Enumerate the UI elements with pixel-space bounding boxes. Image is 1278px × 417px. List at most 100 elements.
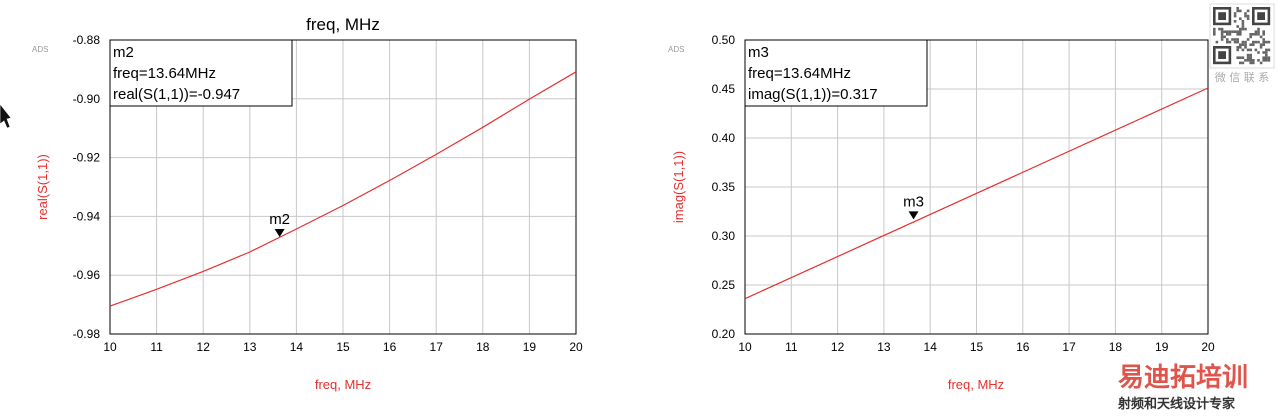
qr-cell xyxy=(1249,61,1252,65)
qr-cell xyxy=(1244,40,1247,44)
plot-frame xyxy=(744,39,1209,335)
qr-cell xyxy=(1252,33,1255,36)
qr-cell xyxy=(1257,30,1260,33)
qr-cell xyxy=(1226,38,1229,41)
qr-cell xyxy=(1249,33,1252,36)
qr-cell xyxy=(1265,48,1268,52)
qr-cell xyxy=(1241,20,1245,23)
marker-readout-freq: freq=13.64MHz xyxy=(748,65,851,82)
marker-readout-name: m3 xyxy=(748,44,769,61)
qr-cell xyxy=(1244,43,1247,46)
qr-cell xyxy=(1244,59,1247,62)
y-axis-label: imag(S(1,1)) xyxy=(671,151,686,223)
marker-readout-value: imag(S(1,1))=0.317 xyxy=(748,86,878,103)
qr-code-watermark: 微 信 联 系 xyxy=(1209,3,1275,84)
y-tick-label: -0.88 xyxy=(73,33,101,47)
marker-readout-value: real(S(1,1))=-0.947 xyxy=(113,86,240,103)
qr-cell xyxy=(1239,61,1242,65)
x-tick-label: 12 xyxy=(831,340,845,354)
qr-cell xyxy=(1228,33,1232,36)
tick-labels: 10 11 12 13 14 15 16 17 18 19 20 0.20 0.25 0.30 0.35 0.… xyxy=(712,33,1215,354)
y-tick-label: -0.92 xyxy=(73,151,101,165)
y-tick-label: 0.20 xyxy=(712,327,736,341)
x-tick-label: 17 xyxy=(430,340,444,354)
x-tick-label: 13 xyxy=(243,340,257,354)
marker-readout-name: m2 xyxy=(113,44,134,61)
qr-cell xyxy=(1233,40,1237,44)
y-tick-label: 0.35 xyxy=(712,180,736,194)
qr-cell xyxy=(1252,40,1255,44)
qr-finder xyxy=(1218,12,1226,20)
x-tick-label: 14 xyxy=(924,340,938,354)
qr-cell xyxy=(1226,30,1229,33)
marker-readout-box: m3 freq=13.64MHz imag(S(1,1))=0.317 xyxy=(744,39,928,107)
qr-cell xyxy=(1236,25,1239,28)
y-tick-label: -0.94 xyxy=(73,209,101,223)
x-tick-label: 15 xyxy=(336,340,350,354)
marker-layer: m3 xyxy=(903,193,924,220)
qr-cell xyxy=(1262,59,1265,62)
qr-cell xyxy=(1236,30,1239,33)
qr-cell xyxy=(1220,27,1224,31)
qr-cell xyxy=(1265,51,1268,54)
qr-cell xyxy=(1223,35,1226,39)
qr-cell xyxy=(1220,30,1224,33)
marker-readout-box: m2 freq=13.64MHz real(S(1,1))=-0.947 xyxy=(109,39,293,107)
marker-triangle-icon[interactable] xyxy=(274,228,285,237)
marker-triangle-icon[interactable] xyxy=(908,211,919,220)
qr-cell xyxy=(1252,59,1255,62)
qr-cell xyxy=(1236,56,1239,59)
qr-cell xyxy=(1239,33,1242,36)
series-layer xyxy=(744,87,1209,300)
qr-cell xyxy=(1257,51,1260,54)
qr-cell xyxy=(1267,59,1271,62)
qr-cell xyxy=(1259,61,1263,65)
x-tick-label: 11 xyxy=(785,340,798,354)
qr-cell xyxy=(1244,27,1247,31)
x-tick-label: 19 xyxy=(523,340,537,354)
qr-cell xyxy=(1254,30,1258,33)
qr-cell xyxy=(1259,43,1263,46)
x-tick-label: 18 xyxy=(1109,340,1123,354)
qr-cell xyxy=(1265,56,1268,59)
qr-cell xyxy=(1262,43,1265,46)
x-tick-label: 11 xyxy=(150,340,163,354)
qr-cell xyxy=(1223,30,1226,33)
tick-labels: 10 11 12 13 14 15 16 17 18 19 20 -0.98 -0.96 -0.94 -0.… xyxy=(73,33,583,354)
series-line xyxy=(744,87,1209,300)
y-tick-label: -0.90 xyxy=(73,92,101,106)
qr-cell xyxy=(1244,46,1247,49)
qr-cell xyxy=(1239,30,1242,33)
qr-cell xyxy=(1213,33,1216,36)
marker-label: m2 xyxy=(269,211,290,228)
marker-readout-freq: freq=13.64MHz xyxy=(113,65,216,82)
qr-cell xyxy=(1246,38,1250,41)
qr-cell xyxy=(1218,27,1221,31)
qr-cell xyxy=(1239,56,1242,59)
qr-cell xyxy=(1220,33,1224,36)
mouse-cursor-icon xyxy=(0,103,12,129)
qr-cell xyxy=(1241,43,1245,46)
qr-cell xyxy=(1236,48,1239,52)
x-tick-label: 13 xyxy=(877,340,891,354)
qr-cell xyxy=(1241,56,1245,59)
series-line xyxy=(109,71,577,307)
qr-cell xyxy=(1220,35,1224,39)
x-tick-label: 16 xyxy=(1016,340,1030,354)
qr-cell xyxy=(1239,9,1242,13)
y-tick-label: 0.40 xyxy=(712,131,736,145)
qr-cell xyxy=(1254,40,1258,44)
qr-cell xyxy=(1267,40,1271,44)
marker-layer: m2 xyxy=(269,211,290,237)
qr-cell xyxy=(1259,35,1263,39)
qr-cell xyxy=(1236,46,1239,49)
x-tick-label: 20 xyxy=(1201,340,1215,354)
y-tick-label: 0.45 xyxy=(712,82,736,96)
qr-cell xyxy=(1228,40,1232,44)
qr-cell xyxy=(1226,33,1229,36)
x-tick-label: 10 xyxy=(103,340,117,354)
qr-cell xyxy=(1241,27,1245,31)
right-chart: ADS 10 11 12 13 14 15 16 17 18 19 20 0.20 0.25 0.30 0.… xyxy=(668,33,1215,392)
qr-cell xyxy=(1252,43,1255,46)
qr-cell xyxy=(1226,40,1229,44)
